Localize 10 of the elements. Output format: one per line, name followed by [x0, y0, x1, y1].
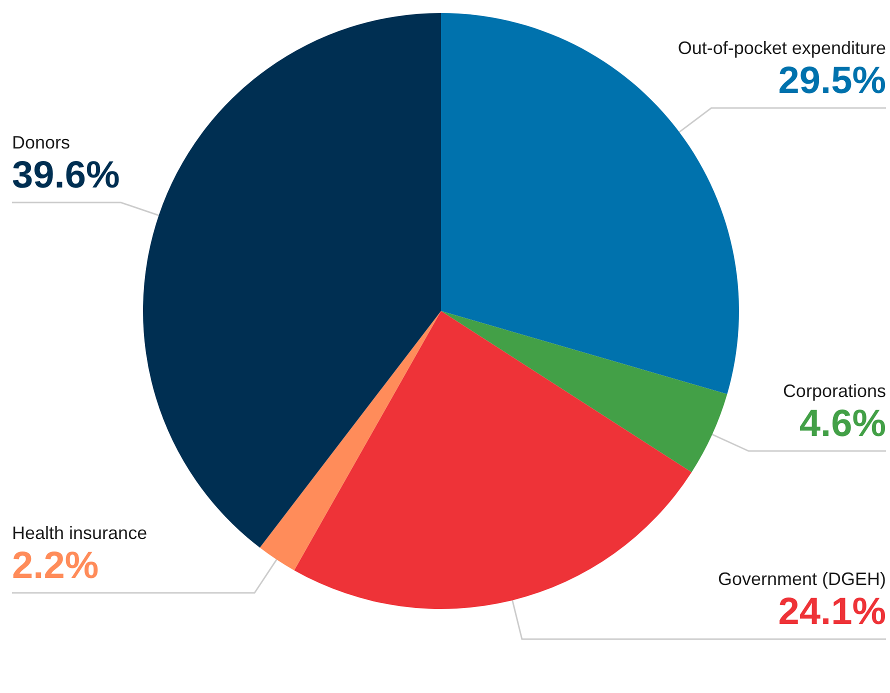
data-label: 4.6% [799, 403, 886, 446]
slice-label: Government (DGEH) [718, 569, 886, 590]
slice-label: Donors [12, 132, 70, 153]
data-label: 2.2% [12, 544, 99, 587]
data-label: 24.1% [778, 591, 886, 634]
slice-label: Corporations [782, 381, 886, 402]
data-label: 29.5% [778, 60, 886, 102]
slice-label: Out-of-pocket expenditure [678, 38, 886, 58]
slice-label: Health insurance [12, 522, 148, 543]
data-label: 39.6% [12, 154, 120, 197]
